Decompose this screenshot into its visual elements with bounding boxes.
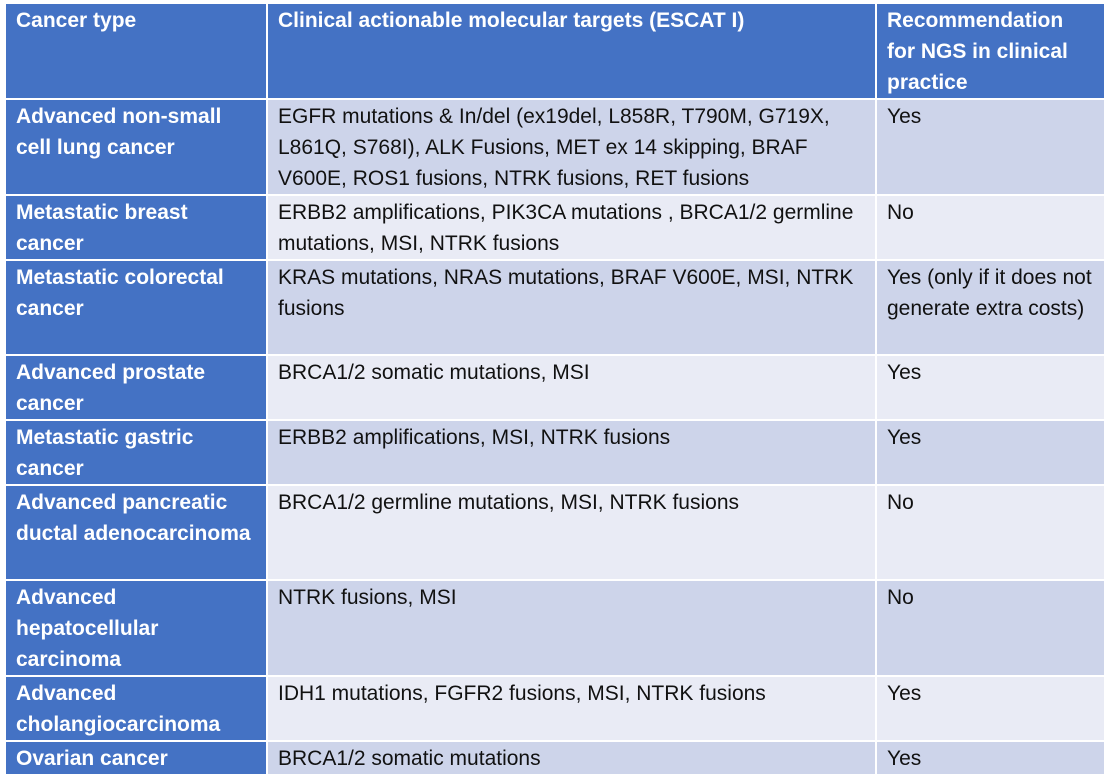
- table-row: Metastatic colorectal cancer KRAS mutati…: [4, 259, 1106, 356]
- table-row: Advanced hepatocellular carcinoma NTRK f…: [4, 579, 1106, 677]
- cancer-type-cell: Metastatic colorectal cancer: [4, 259, 268, 356]
- recommendation-cell: Yes: [875, 740, 1106, 776]
- table-row: Advanced prostate cancer BRCA1/2 somatic…: [4, 354, 1106, 421]
- table-header: Cancer type Clinical actionable molecula…: [4, 2, 1106, 100]
- recommendation-cell: Yes: [875, 675, 1106, 742]
- targets-cell: BRCA1/2 somatic mutations, MSI: [266, 354, 877, 421]
- targets-cell: ERBB2 amplifications, MSI, NTRK fusions: [266, 419, 877, 486]
- table-row: Advanced cholangiocarcinoma IDH1 mutatio…: [4, 675, 1106, 742]
- table-row: Advanced non-small cell lung cancer EGFR…: [4, 98, 1106, 196]
- table-row: Metastatic gastric cancer ERBB2 amplific…: [4, 419, 1106, 486]
- cancer-type-cell: Metastatic gastric cancer: [4, 419, 268, 486]
- recommendation-cell: No: [875, 194, 1106, 261]
- header-ngs-recommendation: Recommendation for NGS in clinical pract…: [875, 2, 1106, 100]
- targets-cell: BRCA1/2 germline mutations, MSI, NTRK fu…: [266, 484, 877, 581]
- table-row: Advanced pancreatic ductal adenocarcinom…: [4, 484, 1106, 581]
- cancer-type-cell: Ovarian cancer: [4, 740, 268, 776]
- header-molecular-targets: Clinical actionable molecular targets (E…: [266, 2, 877, 100]
- targets-cell: EGFR mutations & In/del (ex19del, L858R,…: [266, 98, 877, 196]
- table-body: Advanced non-small cell lung cancer EGFR…: [4, 98, 1106, 776]
- targets-cell: ERBB2 amplifications, PIK3CA mutations ,…: [266, 194, 877, 261]
- cancer-type-cell: Advanced hepatocellular carcinoma: [4, 579, 268, 677]
- targets-cell: NTRK fusions, MSI: [266, 579, 877, 677]
- targets-cell: KRAS mutations, NRAS mutations, BRAF V60…: [266, 259, 877, 356]
- cancer-type-cell: Metastatic breast cancer: [4, 194, 268, 261]
- recommendation-cell: No: [875, 484, 1106, 581]
- recommendation-cell: Yes: [875, 419, 1106, 486]
- ngs-recommendation-table-container: Cancer type Clinical actionable molecula…: [4, 2, 1106, 776]
- ngs-recommendation-table: Cancer type Clinical actionable molecula…: [4, 2, 1106, 776]
- cancer-type-cell: Advanced prostate cancer: [4, 354, 268, 421]
- cancer-type-cell: Advanced cholangiocarcinoma: [4, 675, 268, 742]
- table-row: Ovarian cancer BRCA1/2 somatic mutations…: [4, 740, 1106, 776]
- recommendation-cell: Yes: [875, 354, 1106, 421]
- header-row: Cancer type Clinical actionable molecula…: [4, 2, 1106, 100]
- cancer-type-cell: Advanced pancreatic ductal adenocarcinom…: [4, 484, 268, 581]
- targets-cell: IDH1 mutations, FGFR2 fusions, MSI, NTRK…: [266, 675, 877, 742]
- table-row: Metastatic breast cancer ERBB2 amplifica…: [4, 194, 1106, 261]
- recommendation-cell: Yes: [875, 98, 1106, 196]
- recommendation-cell: No: [875, 579, 1106, 677]
- cancer-type-cell: Advanced non-small cell lung cancer: [4, 98, 268, 196]
- recommendation-cell: Yes (only if it does not generate extra …: [875, 259, 1106, 356]
- targets-cell: BRCA1/2 somatic mutations: [266, 740, 877, 776]
- header-cancer-type: Cancer type: [4, 2, 268, 100]
